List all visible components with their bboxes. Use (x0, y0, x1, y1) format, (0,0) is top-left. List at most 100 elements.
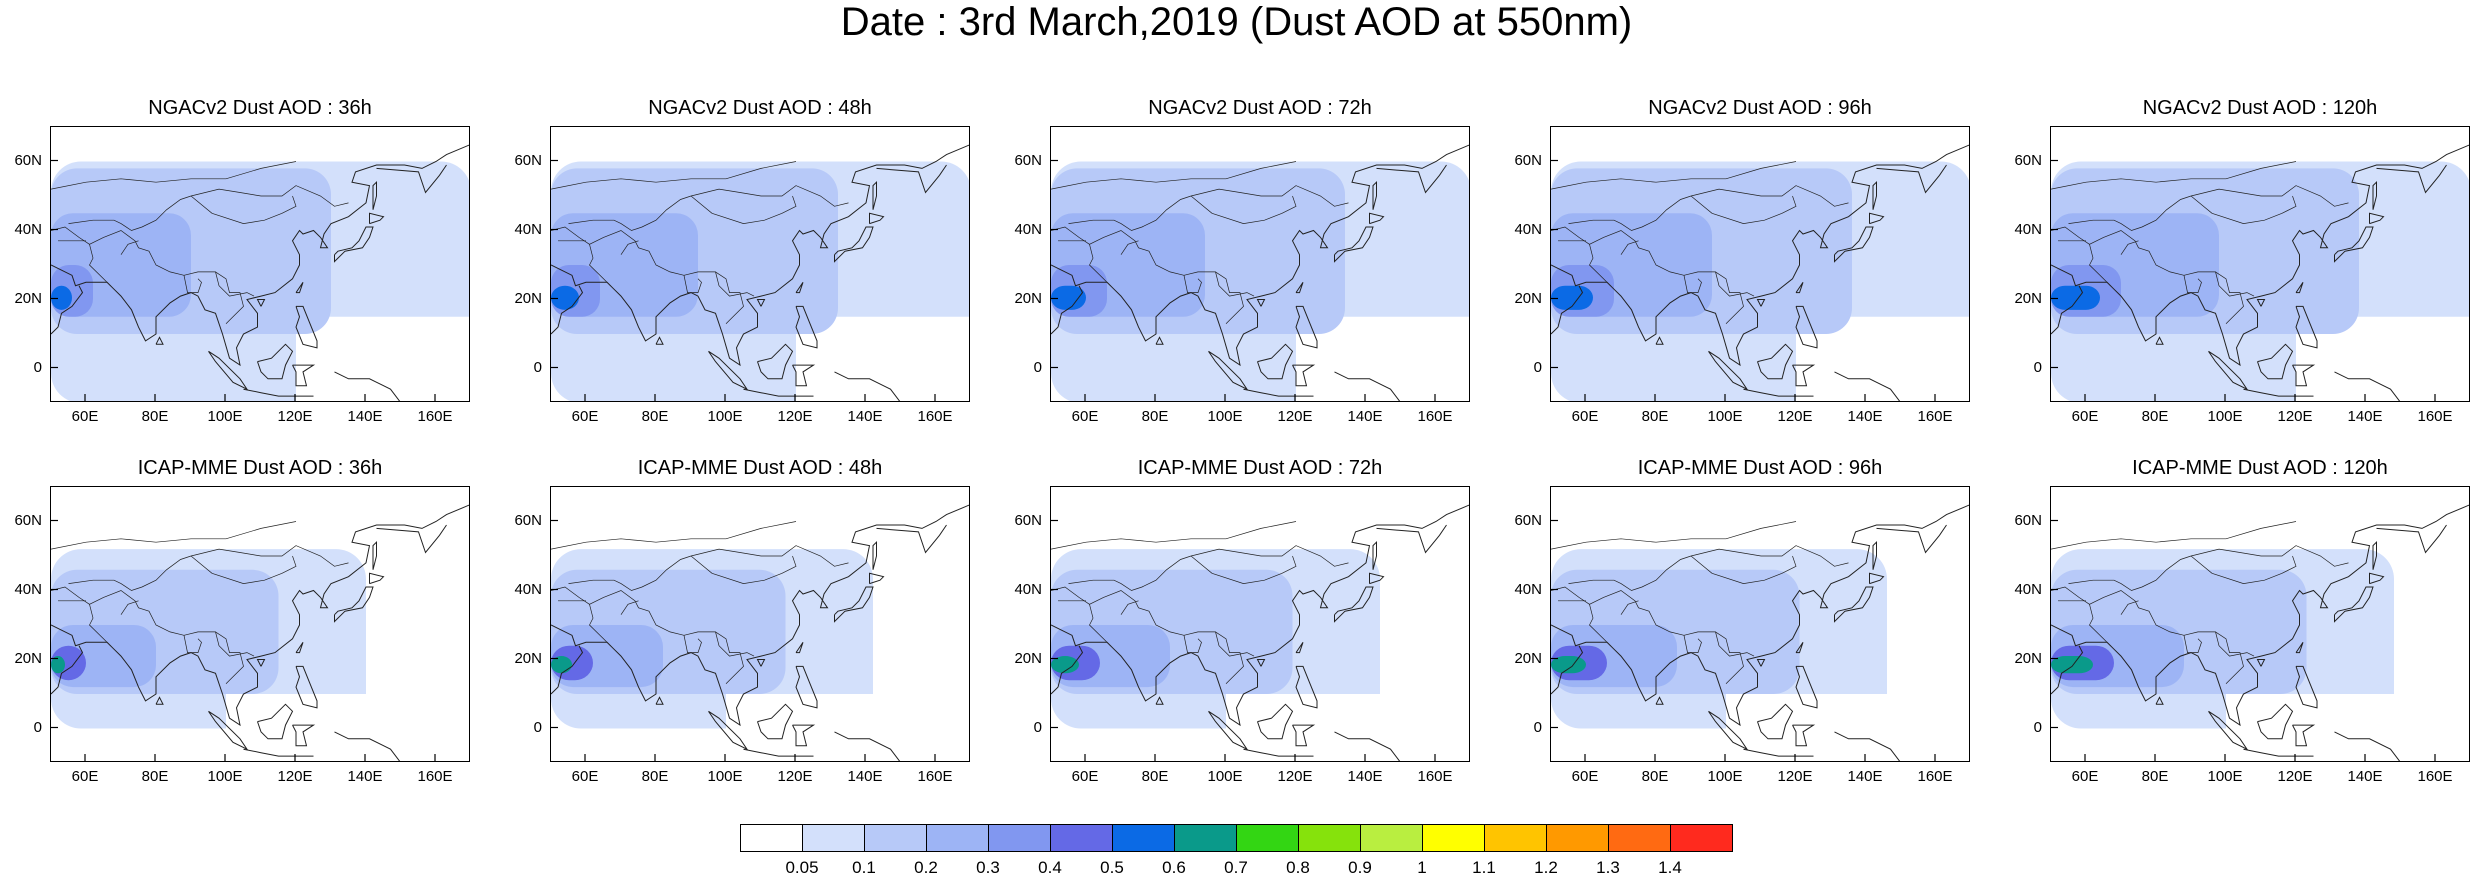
coastline (872, 181, 877, 210)
country-border (190, 195, 297, 224)
country-border (1589, 244, 1611, 286)
country-border (1051, 161, 1297, 190)
x-tick-label: 140E (1347, 408, 1383, 425)
x-tick-label: 160E (1417, 768, 1453, 785)
clear-region (1226, 694, 1469, 761)
aod-contour-region (2051, 285, 2100, 310)
panel-title: NGACv2 Dust AOD : 120h (2142, 97, 2378, 119)
aod-contour-region (2051, 656, 2093, 674)
coastline (2257, 343, 2294, 380)
x-tick-label: 120E (277, 768, 313, 785)
coastline (1334, 371, 1401, 401)
colorbar-swatch (988, 824, 1051, 852)
country-border (1690, 195, 1797, 224)
coastline (2208, 350, 2249, 391)
country-border (2190, 555, 2297, 584)
coastline (655, 696, 664, 705)
coastline (2369, 572, 2385, 585)
y-tick-label: 0 (1533, 358, 1542, 376)
x-tick-label: 140E (2347, 408, 2383, 425)
x-tick-label: 100E (2207, 408, 2243, 425)
x-tick-label: 80E (141, 768, 169, 785)
clear-region (226, 694, 469, 761)
clear-region (296, 316, 469, 401)
coastline (51, 504, 469, 727)
coastline (2334, 371, 2401, 401)
y-tick-label: 0 (2033, 358, 2042, 376)
aod-field (2051, 504, 2469, 761)
country-border (1683, 275, 1702, 293)
x-tick-label: 100E (1707, 408, 1743, 425)
coastline (1155, 336, 1164, 345)
coastline (2051, 144, 2469, 367)
y-tick-label: 0 (33, 718, 42, 736)
x-tick-label: 140E (1347, 768, 1383, 785)
country-border (690, 555, 797, 584)
colorbar-label: 1 (1417, 858, 1427, 877)
x-tick-label: 160E (2417, 768, 2453, 785)
country-border (1120, 600, 1139, 615)
map-panel: NGACv2 Dust AOD : 120h 60N 40N 20N 0 60E 80E 10… (2002, 96, 2470, 436)
x-tick-label: 140E (347, 408, 383, 425)
coastline (1743, 748, 1814, 757)
coastline (834, 731, 901, 761)
colorbar-label: 1.1 (1472, 858, 1496, 877)
x-tick-label: 160E (417, 768, 453, 785)
country-border (1215, 271, 1244, 324)
coastline (51, 285, 84, 335)
country-border (1551, 226, 1755, 297)
country-border (1183, 635, 1202, 653)
coastline (1376, 524, 1447, 554)
coastline (1376, 164, 1447, 194)
coastline (295, 305, 318, 349)
coastline (2243, 748, 2314, 757)
coastline (551, 645, 584, 695)
colorbar-swatch (740, 824, 803, 852)
coastline (1243, 748, 1314, 757)
coastline (2208, 710, 2249, 751)
country-border (1551, 161, 1797, 190)
country-border (120, 240, 139, 255)
country-border (2215, 271, 2244, 324)
x-tick-label: 100E (207, 408, 243, 425)
coastline (756, 299, 766, 307)
coastline (1295, 282, 1304, 294)
coastline (757, 343, 794, 380)
aod-contour-region (551, 656, 572, 674)
coastline (295, 665, 318, 709)
coastline (834, 586, 874, 623)
y-tick-label: 0 (33, 358, 42, 376)
coastline (1756, 299, 1766, 307)
map-frame (50, 126, 470, 402)
coastline (795, 642, 804, 654)
x-tick-label: 60E (571, 768, 599, 785)
panel-title: ICAP-MME Dust AOD : 96h (1637, 457, 1883, 479)
country-border (51, 521, 297, 550)
coastline (1369, 212, 1385, 225)
coastline (1051, 504, 1469, 727)
x-tick-label: 100E (707, 408, 743, 425)
coastline (1655, 696, 1664, 705)
country-border (2068, 185, 2349, 231)
coastline (1872, 541, 1877, 570)
x-tick-label: 80E (641, 408, 669, 425)
country-border (183, 635, 202, 653)
coastline (743, 388, 814, 397)
country-border (1551, 586, 1755, 657)
colorbar-label: 1.4 (1658, 858, 1682, 877)
map-frame (1050, 486, 1470, 762)
x-tick-label: 120E (2277, 408, 2313, 425)
coastline (708, 350, 749, 391)
y-tick-label: 0 (1033, 358, 1042, 376)
y-tick-label: 40N (1514, 580, 1542, 598)
colorbar-swatch (1670, 824, 1733, 852)
x-tick-label: 140E (347, 768, 383, 785)
colorbar-swatch (1174, 824, 1237, 852)
x-tick-label: 60E (571, 408, 599, 425)
country-border (120, 600, 139, 615)
coastline (756, 659, 766, 667)
x-tick-label: 160E (917, 768, 953, 785)
coastline (2051, 504, 2469, 727)
x-tick-label: 80E (141, 408, 169, 425)
aod-contour-region (51, 285, 72, 310)
